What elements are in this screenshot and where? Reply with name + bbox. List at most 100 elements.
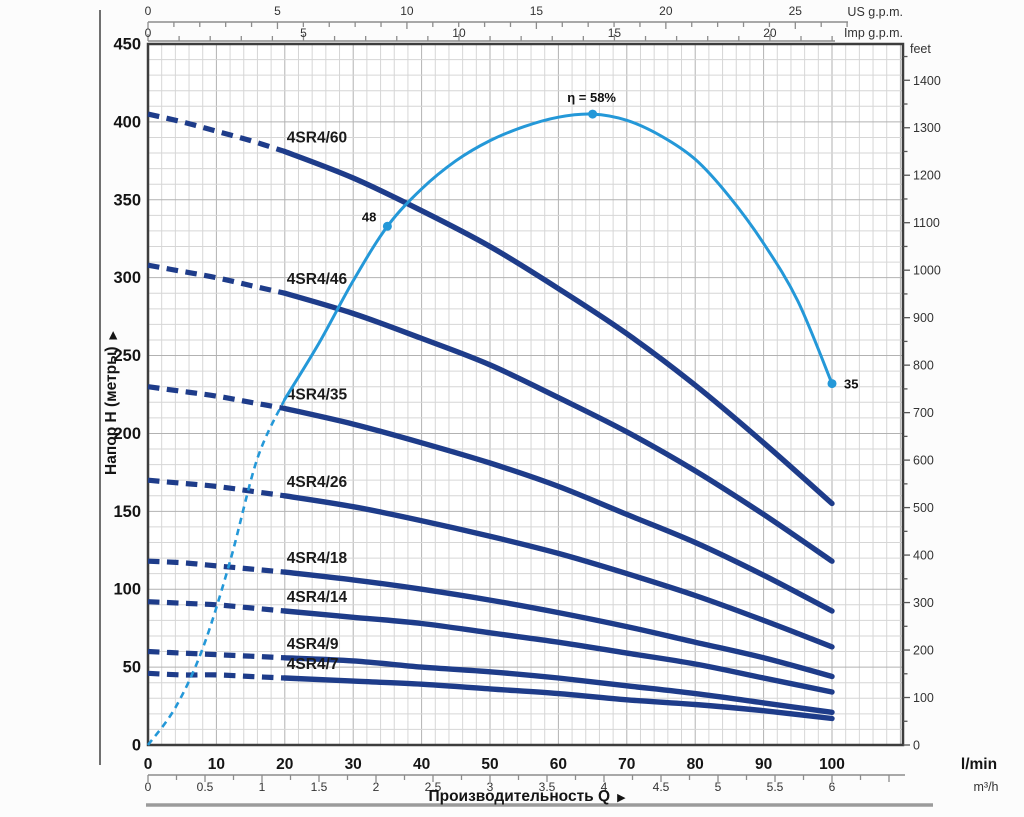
us-gpm-tick-label: 10 bbox=[400, 4, 414, 18]
plot-frame bbox=[146, 42, 905, 747]
feet-tick-label: 100 bbox=[913, 691, 934, 705]
pump-curve-4sr4-7-label: 4SR4/7 bbox=[287, 656, 339, 673]
pump-curve-4sr4-35-solid bbox=[282, 405, 835, 614]
pump-curve-4sr4-35-dashed bbox=[147, 384, 286, 412]
x-axis-arrow-icon: ▶ bbox=[617, 792, 626, 804]
feet-tick-label: 200 bbox=[913, 644, 934, 658]
m3h-tick-label: 5.5 bbox=[767, 780, 784, 794]
pump-curve-4sr4-14: 4SR4/14 bbox=[147, 589, 835, 695]
lmin-tick-label: 0 bbox=[144, 756, 153, 773]
meters-tick-label: 200 bbox=[113, 425, 141, 443]
pump-curve-4sr4-46-dashed bbox=[147, 262, 286, 296]
pump-curve-4sr4-9-solid bbox=[282, 655, 835, 715]
pump-curve-4sr4-7: 4SR4/7 bbox=[147, 656, 835, 722]
y-axis-arrow-icon: ▶ bbox=[107, 331, 119, 340]
feet-tick-label: 1300 bbox=[913, 121, 941, 135]
lmin-tick-label: 40 bbox=[413, 756, 430, 773]
lmin-tick-label: 20 bbox=[276, 756, 293, 773]
pump-curve-4sr4-35-label: 4SR4/35 bbox=[287, 387, 348, 404]
pump-curve-4sr4-60-label: 4SR4/60 bbox=[287, 129, 347, 146]
x-axis-title: Производительность Q ▶ bbox=[428, 788, 626, 805]
pump-curve-4sr4-9: 4SR4/9 bbox=[147, 636, 835, 715]
feet-tick-label: 300 bbox=[913, 596, 934, 610]
feet-axis: 0 100 200 300 400 500 600 700 800 900 1000 1100 1200… bbox=[903, 42, 941, 753]
meters-tick-label: 0 bbox=[132, 737, 141, 755]
m3h-unit-label: m³/h bbox=[974, 780, 999, 794]
lmin-tick-label: 90 bbox=[755, 756, 772, 773]
grid bbox=[148, 44, 903, 745]
imp-gpm-tick-label: 0 bbox=[145, 26, 152, 40]
m3h-tick-label: 4.5 bbox=[653, 780, 670, 794]
m3h-tick-label: 2.5 bbox=[425, 780, 442, 794]
meters-axis: 0 50 100 150 200 250 300 350 400 450 bbox=[113, 36, 141, 755]
pump-curve-4sr4-60: 4SR4/60 bbox=[147, 111, 835, 507]
pump-curve-4sr4-60-solid bbox=[282, 148, 835, 507]
feet-tick-label: 900 bbox=[913, 311, 934, 325]
lmin-tick-label: 60 bbox=[550, 756, 567, 773]
meters-tick-label: 100 bbox=[113, 581, 141, 599]
imp-gpm-tick-label: 5 bbox=[300, 26, 307, 40]
pump-curve-4sr4-14-dashed bbox=[147, 599, 286, 614]
lmin-unit-label: l/min bbox=[961, 756, 997, 773]
pump-curve-4sr4-46-solid bbox=[282, 290, 835, 564]
feet-tick-label: 600 bbox=[913, 454, 934, 468]
us-gpm-tick-label: 5 bbox=[274, 4, 281, 18]
feet-tick-label: 0 bbox=[913, 739, 920, 753]
feet-tick-label: 500 bbox=[913, 501, 934, 515]
m3h-tick-label: 1 bbox=[259, 780, 266, 794]
pump-curve-4sr4-18: 4SR4/18 bbox=[147, 550, 835, 680]
lmin-tick-label: 100 bbox=[819, 756, 845, 773]
feet-tick-label: 800 bbox=[913, 359, 934, 373]
pump-curve-4sr4-35: 4SR4/35 bbox=[147, 384, 835, 614]
m3h-tick-label: 3 bbox=[487, 780, 494, 794]
pump-curve-4sr4-60-dashed bbox=[147, 111, 286, 154]
pump-curve-4sr4-7-dashed bbox=[147, 670, 285, 681]
efficiency-marker-dot bbox=[588, 109, 598, 119]
m3h-tick-label: 0.5 bbox=[197, 780, 214, 794]
pump-curve-4sr4-26: 4SR4/26 bbox=[147, 474, 835, 650]
pump-curve-4sr4-46-label: 4SR4/46 bbox=[287, 271, 348, 288]
pump-curves: 4SR4/60 4SR4/46 4SR4/35 4SR4/26 4SR4/18 4SR4/… bbox=[147, 111, 835, 722]
efficiency-marker-dot bbox=[827, 379, 837, 389]
pump-curve-4sr4-26-dashed bbox=[147, 477, 286, 499]
imp-gpm-tick-label: 10 bbox=[452, 26, 466, 40]
efficiency-curve: 48 η = 58% 35 bbox=[146, 90, 858, 746]
feet-tick-label: 1000 bbox=[913, 264, 941, 278]
imp-gpm-tick-label: 20 bbox=[763, 26, 777, 40]
feet-tick-label: 1400 bbox=[913, 74, 941, 88]
meters-tick-label: 450 bbox=[113, 36, 141, 54]
pump-curve-4sr4-18-solid bbox=[282, 569, 835, 680]
pump-curve-4sr4-18-dashed bbox=[147, 558, 286, 575]
lmin-tick-label: 30 bbox=[345, 756, 362, 773]
lmin-tick-label: 50 bbox=[481, 756, 498, 773]
imp-gpm-tick-label: 15 bbox=[608, 26, 622, 40]
meters-tick-label: 400 bbox=[113, 113, 141, 131]
pump-curve-4sr4-26-solid bbox=[282, 493, 835, 650]
meters-tick-label: 150 bbox=[113, 503, 141, 521]
efficiency-marker-label: 35 bbox=[844, 377, 858, 392]
m3h-tick-label: 1.5 bbox=[311, 780, 328, 794]
meters-tick-label: 50 bbox=[123, 659, 141, 677]
us-gpm-tick-label: 20 bbox=[659, 4, 673, 18]
pump-curve-4sr4-18-label: 4SR4/18 bbox=[287, 550, 348, 567]
y-axis-title: Напор H (метры) ▶ bbox=[103, 331, 120, 475]
us-gpm-unit-label: US g.p.m. bbox=[847, 5, 903, 19]
pump-curve-4sr4-26-label: 4SR4/26 bbox=[287, 474, 348, 491]
us-gpm-tick-label: 15 bbox=[530, 4, 544, 18]
pump-curve-4sr4-9-label: 4SR4/9 bbox=[287, 636, 339, 653]
pump-curve-4sr4-46: 4SR4/46 bbox=[147, 262, 835, 564]
lmin-tick-label: 70 bbox=[618, 756, 635, 773]
feet-unit-label: feet bbox=[910, 42, 931, 56]
pump-curve-4sr4-14-label: 4SR4/14 bbox=[287, 589, 348, 606]
m3h-tick-label: 2 bbox=[373, 780, 380, 794]
top-axes: 0 5 10 15 20 25 US g.p.m. 0 5 10 15 20 Imp g.p.m. bbox=[145, 4, 903, 42]
pump-curve-4sr4-9-dashed bbox=[147, 648, 285, 661]
m3h-tick-label: 6 bbox=[829, 780, 836, 794]
us-gpm-tick-label: 0 bbox=[145, 4, 152, 18]
imp-gpm-unit-label: Imp g.p.m. bbox=[844, 26, 903, 40]
efficiency-marker-dot bbox=[382, 221, 392, 231]
lmin-tick-label: 80 bbox=[687, 756, 704, 773]
m3h-tick-label: 0 bbox=[145, 780, 152, 794]
meters-tick-label: 250 bbox=[113, 347, 141, 365]
